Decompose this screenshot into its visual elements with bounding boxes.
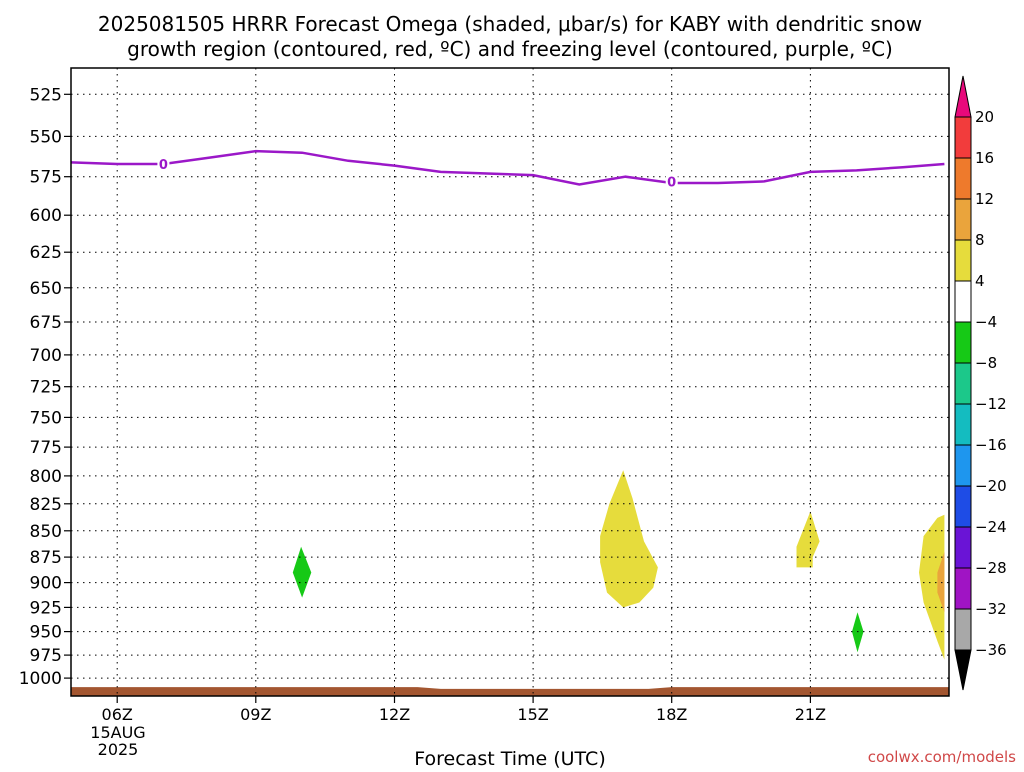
- x-tick-label-09Z: 09Z: [240, 705, 271, 724]
- y-tick-label-775: 775: [30, 438, 62, 458]
- omega-region-4: [292, 546, 312, 598]
- y-tick-label-875: 875: [30, 548, 62, 568]
- colorbar-bin-12: [954, 567, 972, 610]
- y-tick-label-675: 675: [30, 313, 62, 333]
- colorbar-bin-10: [954, 485, 972, 528]
- colorbar-bin-8: [954, 403, 972, 446]
- colorbar-label-3: 8: [975, 231, 985, 249]
- freezing-level-line: [71, 149, 945, 186]
- colorbar-bin-13: [954, 608, 972, 651]
- colorbar-bin-0: [954, 75, 972, 118]
- freezing-level-label-bg-1: [665, 173, 678, 190]
- colorbar-bin-14: [954, 649, 972, 691]
- date-label-day: 15AUG: [90, 723, 145, 742]
- date-label-year: 2025: [98, 740, 139, 759]
- omega-region-2: [919, 514, 945, 660]
- x-tick-label-15Z: 15Z: [517, 705, 548, 724]
- colorbar-label-8: −16: [975, 436, 1007, 454]
- freezing-level-label-bg-0: [157, 156, 170, 172]
- colorbar-label-13: −36: [975, 641, 1007, 659]
- y-tick-label-650: 650: [30, 279, 62, 299]
- colorbar-bin-3: [954, 198, 972, 241]
- x-tick-label-06Z: 06Z: [102, 705, 133, 724]
- colorbar-bin-6: [954, 321, 972, 364]
- colorbar-bin-4: [954, 239, 972, 282]
- x-axis-title: Forecast Time (UTC): [414, 748, 605, 768]
- x-tick-label-18Z: 18Z: [656, 705, 687, 724]
- colorbar-label-9: −20: [975, 477, 1007, 495]
- colorbar-label-1: 16: [975, 149, 994, 167]
- colorbar-bin-11: [954, 526, 972, 569]
- omega-region-5: [852, 612, 864, 653]
- colorbar-bin-9: [954, 444, 972, 487]
- y-tick-label-850: 850: [30, 522, 62, 542]
- freezing-level-label-1: 0: [667, 175, 676, 190]
- y-tick-label-900: 900: [30, 574, 62, 594]
- terrain-fill: [71, 687, 949, 696]
- colorbar-label-5: −4: [975, 313, 997, 331]
- omega-region-1: [796, 511, 820, 568]
- x-tick-label-21Z: 21Z: [795, 705, 826, 724]
- grid-lines: [71, 68, 949, 696]
- colorbar-label-7: −12: [975, 395, 1007, 413]
- colorbar-label-6: −8: [975, 354, 997, 372]
- colorbar-label-2: 12: [975, 190, 994, 208]
- y-tick-label-950: 950: [30, 623, 62, 643]
- y-tick-label-825: 825: [30, 495, 62, 515]
- x-tick-label-12Z: 12Z: [379, 705, 410, 724]
- terrain-layer: [71, 687, 949, 696]
- pressure-axis: 525 550 575 600 625 650 675 700 725 750 775 800 825 8…: [19, 85, 71, 689]
- colorbar-bin-7: [954, 362, 972, 405]
- colorbar-label-11: −28: [975, 559, 1007, 577]
- omega-region-3: [937, 551, 945, 613]
- omega-region-0: [600, 470, 658, 608]
- y-tick-label-625: 625: [30, 243, 62, 263]
- freezing-level-layer: 00: [71, 149, 945, 190]
- y-tick-label-925: 925: [30, 598, 62, 618]
- colorbar-label-0: 20: [975, 108, 994, 126]
- colorbar-label-10: −24: [975, 518, 1007, 536]
- y-tick-label-550: 550: [30, 127, 62, 147]
- y-tick-label-750: 750: [30, 408, 62, 428]
- colorbar-bin-5: [954, 280, 972, 323]
- plot-frame: [70, 67, 950, 697]
- y-tick-label-700: 700: [30, 346, 62, 366]
- credit-label: coolwx.com/models: [868, 748, 1016, 766]
- y-tick-label-1000: 1000: [19, 669, 62, 689]
- omega-shading-layer: [292, 470, 945, 660]
- colorbar: 20 16 12 8 4 −4 −8 −12 −16 −20 −24 −28 −32 −36: [954, 75, 1007, 691]
- chart-title-line-1: 2025081505 HRRR Forecast Omega (shaded, …: [98, 12, 922, 36]
- freezing-level-label-0: 0: [159, 158, 168, 173]
- colorbar-bin-1: [954, 116, 972, 159]
- chart-title-line-2: growth region (contoured, red, ºC) and f…: [127, 37, 893, 61]
- y-tick-label-575: 575: [30, 168, 62, 188]
- time-axis: 06Z 09Z 12Z 15Z 18Z 21Z: [102, 696, 826, 724]
- colorbar-bin-2: [954, 157, 972, 200]
- y-tick-label-600: 600: [30, 206, 62, 226]
- colorbar-label-12: −32: [975, 600, 1007, 618]
- y-tick-label-525: 525: [30, 85, 62, 105]
- colorbar-label-4: 4: [975, 272, 985, 290]
- y-tick-label-800: 800: [30, 467, 62, 487]
- y-tick-label-725: 725: [30, 378, 62, 398]
- y-tick-label-975: 975: [30, 646, 62, 666]
